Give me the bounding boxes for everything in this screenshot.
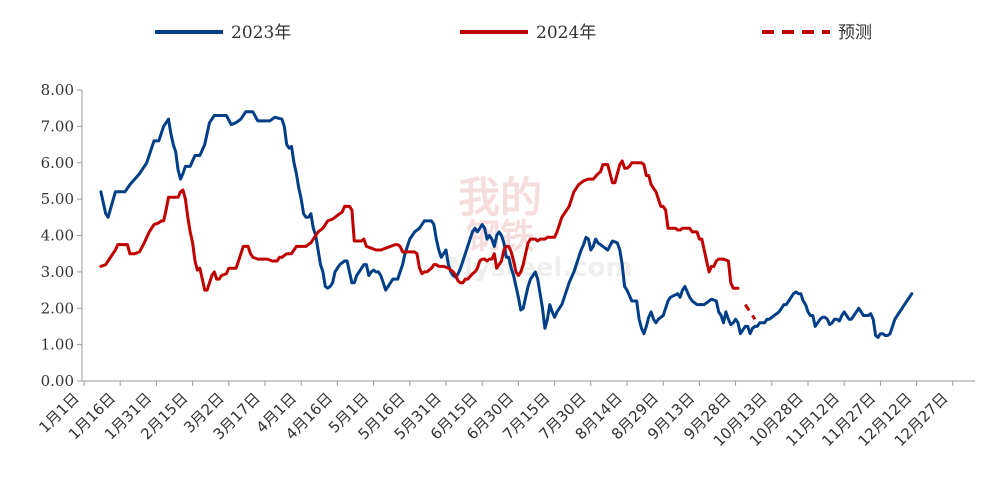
legend-label-2: 预测: [838, 23, 872, 43]
series-group: [99, 110, 914, 339]
series-line-0: [99, 110, 914, 339]
y-tick-label: 8.00: [41, 81, 74, 99]
legend-label-0: 2023年: [231, 23, 291, 43]
y-axis: 0.00 1.00 2.00 3.00 4.00 5.00 6.00 7.00 8.00: [41, 81, 83, 390]
watermark-text-bottom: Mysteel.com: [447, 253, 632, 283]
series-line-1: [99, 159, 740, 292]
watermark-text-mid: 钢铁: [466, 217, 534, 257]
legend-label-1: 2024年: [536, 23, 596, 43]
y-tick-label: 2.00: [41, 299, 74, 317]
legend: 2023年 2024年 预测: [155, 23, 872, 43]
y-tick-label: 0.00: [41, 372, 74, 390]
y-tick-label: 1.00: [41, 336, 74, 354]
y-tick-label: 6.00: [41, 154, 74, 172]
y-tick-label: 5.00: [41, 190, 74, 208]
y-tick-label: 7.00: [41, 117, 74, 135]
x-axis: 1月1日1月16日1月31日2月15日3月2日3月17日4月1日4月16日5月1…: [35, 380, 975, 450]
y-tick-label: 3.00: [41, 263, 74, 281]
watermark-text-top: 我的: [458, 173, 542, 222]
series-line-2: [744, 303, 757, 321]
y-tick-label: 4.00: [41, 227, 74, 245]
